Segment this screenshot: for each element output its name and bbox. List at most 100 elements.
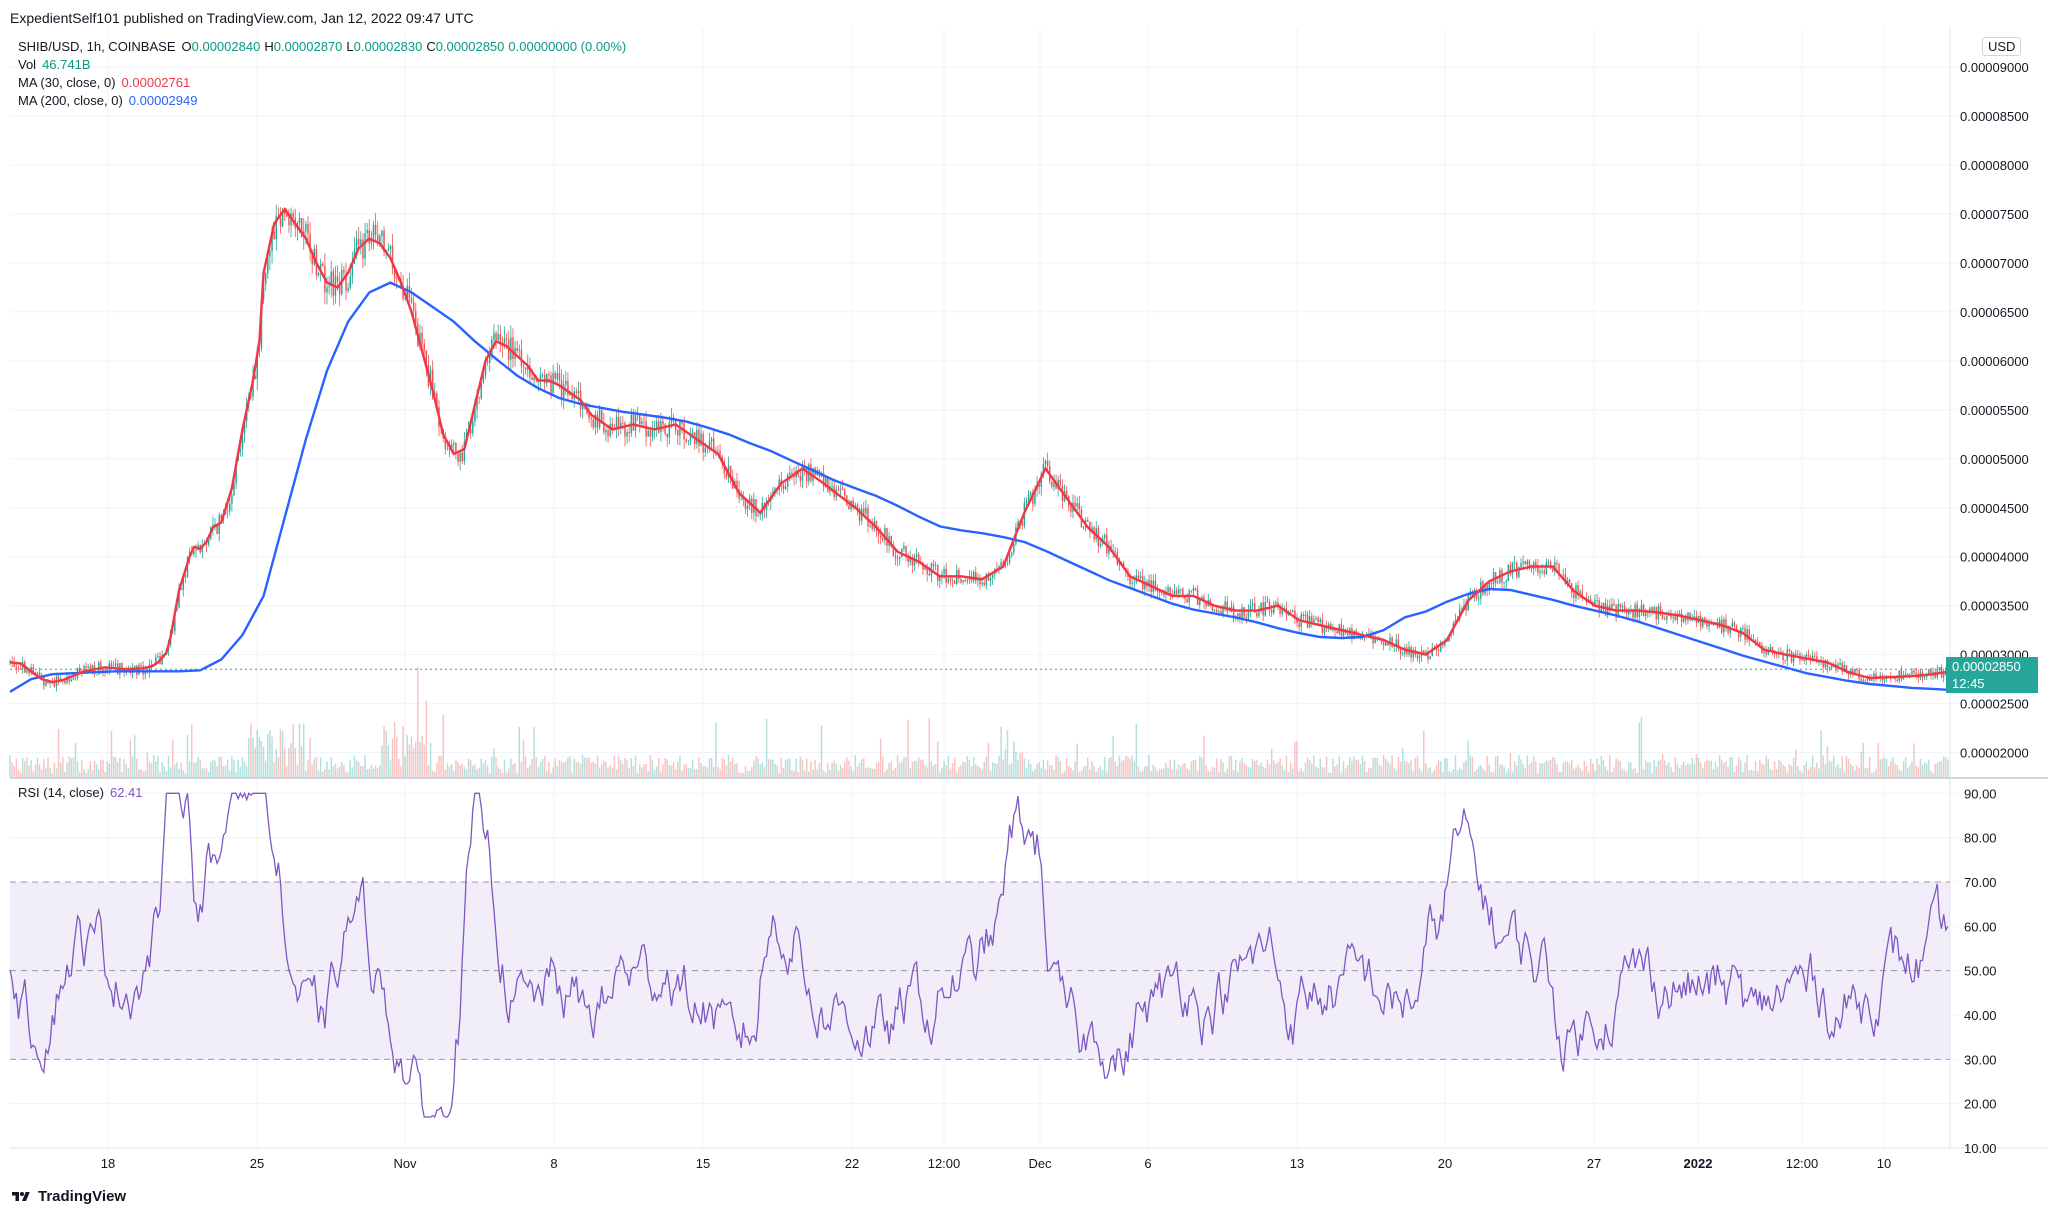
volume-bar [146,752,149,777]
volume-bar [1902,761,1905,777]
chart-axes [10,28,2048,1149]
candle-body [1822,661,1824,668]
volume-bar [1452,769,1455,777]
volume-bar [125,763,127,777]
currency-button[interactable]: USD [1982,37,2022,56]
volume-bar [1712,769,1715,777]
volume-bar [1163,768,1165,777]
candle-body [871,525,873,529]
volume-bar [248,737,250,777]
volume-bar [184,772,187,777]
volume-bar [53,762,56,777]
candle-body [1826,660,1829,668]
volume-bar [829,769,831,777]
candle-body [9,661,11,663]
volume-bar [966,756,969,777]
candle-body [1416,655,1419,659]
volume-bar [279,729,282,777]
volume-bar [93,760,96,777]
candle-body [1733,622,1736,626]
volume-bar [1735,765,1738,777]
volume-bar [28,765,30,777]
volume-bar [1674,757,1677,777]
volume-bar [818,763,821,777]
candle-body [782,484,785,490]
ohlc-low-value: 0.00002830 [353,39,423,54]
volume-bar [782,768,785,777]
candle-body [1613,603,1615,606]
volume-bar [1391,755,1393,777]
candle-body [1205,602,1207,607]
volume-bar [1581,770,1584,777]
volume-bar [594,763,597,777]
candle-body [53,682,56,687]
candle-body [1010,552,1013,555]
volume-bar [677,761,679,777]
volume-bar [89,761,92,777]
candle-body [1004,563,1007,566]
volume-bar [1458,767,1461,777]
candle-body [1900,670,1903,680]
volume-bar [488,772,491,777]
volume-bar [277,757,280,777]
symbol-legend[interactable]: SHIB/USD, 1h, COINBASE O0.00002840 H0.0000… [18,39,630,54]
volume-bar [1070,767,1072,777]
volume-bar [362,766,364,777]
candle-body [1082,527,1085,528]
candle-body [180,587,182,590]
volume-bar [1167,767,1169,777]
candle-body [254,375,256,379]
volume-bar [1822,755,1824,777]
volume-bar [1879,759,1882,777]
candle-body [1854,669,1856,673]
candle-body [1883,679,1886,681]
candle-body [1423,650,1425,654]
volume-bar [1382,755,1385,777]
volume-bar [548,761,550,777]
volume-bar [218,756,220,777]
volume-bar [34,764,37,777]
volume-bar [1676,763,1679,777]
volume-bar [1082,766,1085,777]
candle-body [943,568,945,574]
volume-bar [770,759,772,777]
volume-bar [1750,769,1753,777]
volume-bar [1875,768,1877,777]
volume-bar [469,760,472,777]
price-tick-label: 0.00005000 [1960,452,2029,467]
volume-bar [1203,735,1205,777]
volume-bar [820,725,823,777]
rsi-axis[interactable]: 10.0020.0030.0040.0050.0060.0070.0080.00… [1964,786,1997,1156]
tradingview-branding[interactable]: TradingView [10,1188,126,1205]
volume-bar [191,724,193,777]
price-axis[interactable]: 0.000020000.000025000.000030000.00003500… [1960,60,2029,760]
candle-body [1797,654,1799,656]
volume-bar [1114,761,1116,777]
volume-bar [634,755,637,777]
volume-bar [824,772,827,777]
volume-bar [1251,759,1254,777]
candle-body [1727,625,1729,633]
volume-bar [1120,760,1123,777]
volume-bar [852,771,854,777]
volume-bar [1566,761,1569,777]
volume-bar [1579,768,1581,777]
candle-body [533,377,535,380]
volume-bar [1494,756,1497,777]
candle-body [909,558,912,563]
ma200-legend[interactable]: MA (200, close, 0) 0.00002949 [18,93,197,108]
volume-legend[interactable]: Vol 46.741B [18,57,91,72]
rsi-legend[interactable]: RSI (14, close) 62.41 [18,785,143,800]
candle-body [592,419,595,428]
time-axis[interactable]: 18 25 Nov 8 15 22 12:00 Dec 6 13 20 27 2022 12:00 10 [101,1156,1891,1171]
candle-body [89,666,92,669]
volume-bar [250,723,252,777]
candle-body [907,555,909,563]
candle-body [844,489,846,496]
volume-bar [1592,763,1594,777]
ma30-legend[interactable]: MA (30, close, 0) 0.00002761 [18,75,190,90]
candle-body [611,423,614,429]
volume-bar [1756,771,1759,777]
volume-bar [1687,763,1689,777]
